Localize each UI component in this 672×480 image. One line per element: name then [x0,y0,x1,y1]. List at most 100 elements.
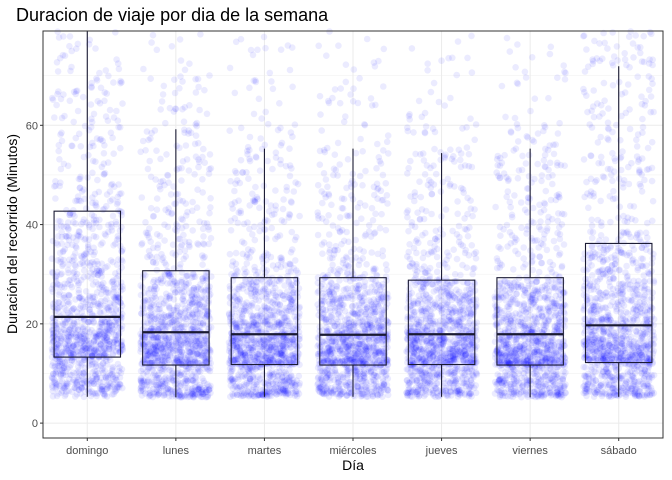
jitter-point [243,268,250,276]
jitter-point [56,378,64,385]
jitter-point [278,139,286,147]
jitter-point [114,332,122,339]
jitter-point [85,344,93,352]
jitter-point [104,117,112,124]
jitter-point [289,281,297,289]
jitter-point [114,117,122,124]
jitter-point [242,278,249,286]
jitter-point [289,83,296,91]
jitter-point [72,273,80,281]
jitter-point [106,320,113,327]
jitter-point [106,327,113,335]
jitter-point [105,289,112,297]
jitter-point [286,145,293,152]
jitter-point [101,169,109,177]
jitter-point [101,345,108,353]
jitter-point [254,288,262,296]
jitter-point [292,275,300,283]
jitter-point [277,263,285,271]
jitter-point [113,336,120,343]
jitter-point [116,294,123,301]
jitter-point [326,254,334,262]
jitter-point [55,141,63,149]
jitter-point [118,248,126,255]
jitter-point [163,151,170,158]
jitter-point [98,281,105,289]
jitter-point [85,318,92,326]
jitter-point [82,249,90,257]
jitter-point [81,342,89,349]
jitter-point [112,374,119,382]
jitter-point [64,357,71,364]
jitter-point [86,357,94,365]
jitter-point [144,165,152,173]
jitter-point [114,294,121,301]
jitter-point [102,374,110,382]
jitter-point [104,289,112,296]
jitter-point [112,296,120,304]
jitter-point [375,154,383,161]
jitter-point [68,63,75,71]
jitter-point [81,356,88,364]
jitter-point [195,383,203,391]
jitter-point [113,340,121,347]
jitter-point [359,254,367,262]
jitter-point [437,388,445,395]
jitter-point [344,270,351,278]
jitter-point [153,147,160,154]
jitter-point [82,337,90,345]
jitter-point [68,371,75,379]
jitter-point [70,343,77,350]
jitter-point [114,193,121,201]
jitter-point [103,385,110,393]
jitter-point [77,302,85,310]
jitter-point [97,341,104,348]
jitter-point [342,78,350,86]
jitter-point [175,165,183,172]
jitter-point [262,380,269,387]
jitter-point [95,331,102,338]
jitter-point [70,317,77,325]
jitter-point [257,135,265,142]
jitter-point [196,106,203,114]
jitter-point [277,160,284,168]
jitter-point [109,367,116,374]
jitter-point [147,204,155,212]
jitter-point [84,344,91,352]
jitter-point [53,272,61,279]
jitter-point [102,264,109,271]
jitter-point [93,392,100,400]
jitter-point [176,85,183,92]
jitter-point [287,198,295,205]
jitter-point [333,315,340,323]
jitter-point [272,187,279,194]
jitter-point [85,332,92,340]
jitter-point [89,258,96,266]
jitter-point [54,305,61,312]
jitter-point [67,281,74,289]
jitter-point [70,269,77,277]
jitter-point [77,350,85,358]
jitter-point [101,89,108,96]
jitter-point [54,304,62,312]
jitter-point [72,333,80,341]
jitter-point [72,243,79,250]
jitter-point [384,132,392,139]
jitter-point [96,223,103,231]
jitter-point [250,110,258,118]
jitter-point [78,309,86,316]
jitter-point [87,248,95,256]
jitter-point [89,157,97,165]
jitter-point [89,378,96,385]
jitter-point [60,333,68,341]
jitter-point [102,232,109,239]
jitter-point [80,376,87,383]
jitter-point [276,301,284,309]
jitter-point [64,162,72,170]
jitter-point [82,345,89,352]
jitter-point [60,372,67,379]
jitter-point [148,325,155,333]
jitter-point [81,337,89,344]
jitter-point [112,376,119,383]
jitter-point [80,369,87,377]
